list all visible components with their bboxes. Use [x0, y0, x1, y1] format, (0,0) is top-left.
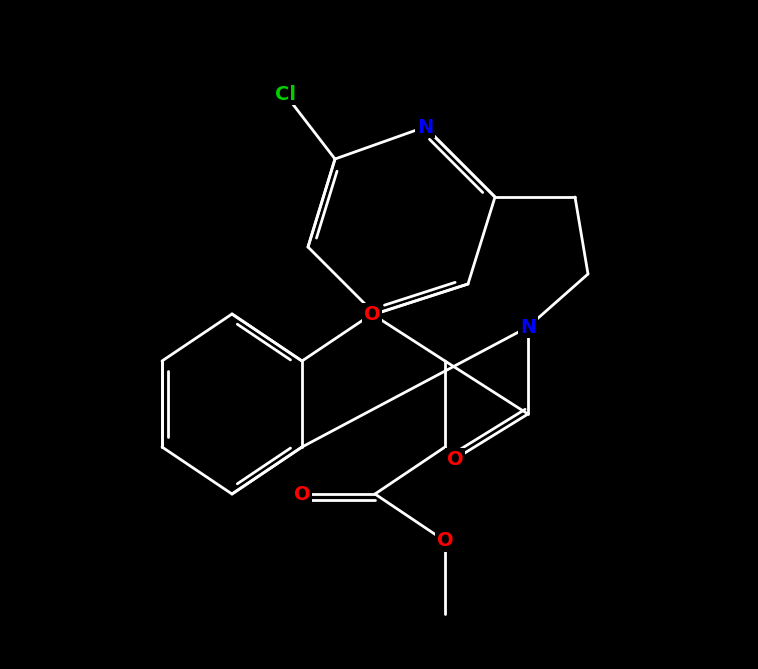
- Text: O: O: [364, 304, 381, 324]
- Text: O: O: [446, 450, 463, 468]
- Text: Cl: Cl: [274, 84, 296, 104]
- Text: N: N: [520, 318, 536, 337]
- Text: O: O: [437, 531, 453, 551]
- Text: O: O: [293, 484, 310, 504]
- Text: N: N: [417, 118, 433, 136]
